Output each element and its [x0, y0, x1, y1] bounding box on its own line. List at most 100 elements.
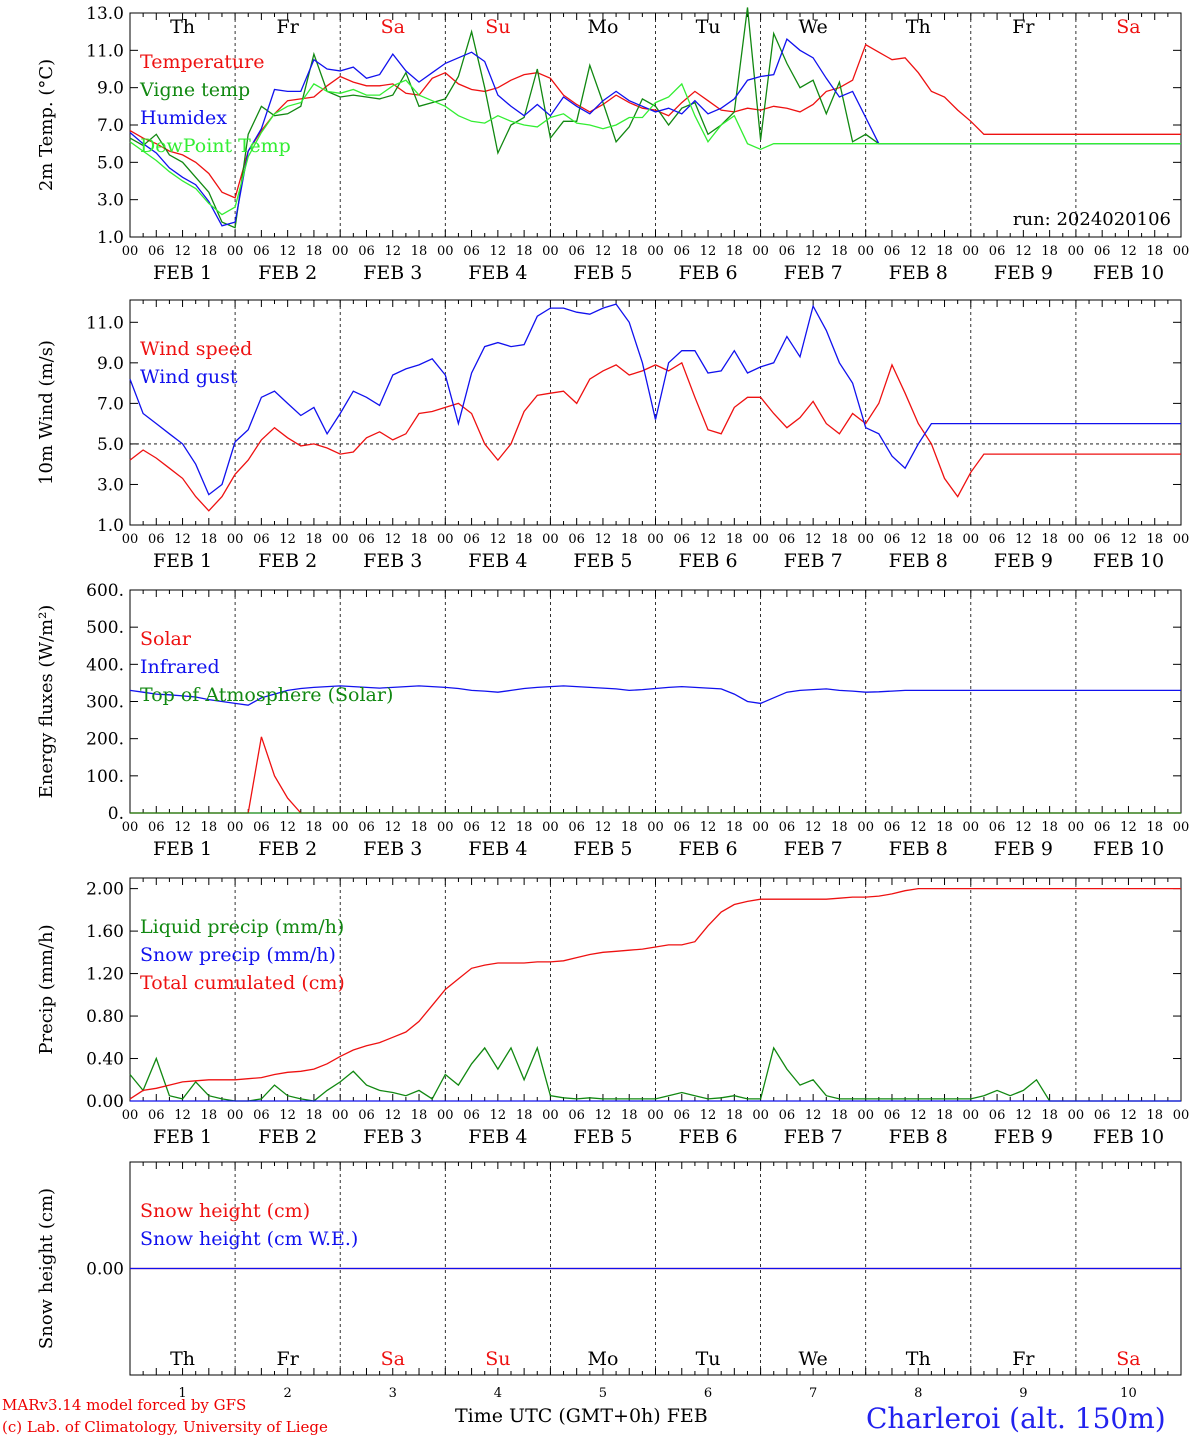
hour-tick-label: 06: [779, 1108, 796, 1123]
date-number-label: 7: [809, 1386, 817, 1400]
date-number-label: 5: [599, 1386, 607, 1400]
hour-tick-label: 00: [227, 244, 244, 259]
hour-tick-label: 06: [674, 244, 691, 259]
hour-tick-label: 18: [306, 244, 323, 259]
hour-tick-label: 00: [857, 244, 874, 259]
hour-tick-label: 18: [201, 244, 218, 259]
hour-tick-label: 00: [122, 1108, 139, 1123]
series-line-1-1: [129, 43, 1181, 199]
hour-tick-label: 12: [1120, 1108, 1137, 1123]
hour-tick-label: 12: [700, 244, 717, 259]
hour-tick-label: 12: [700, 1108, 717, 1123]
hour-tick-label: 06: [674, 532, 691, 547]
hour-tick-label: 00: [963, 532, 980, 547]
hour-tick-label: 12: [279, 820, 296, 835]
hour-tick-label: 00: [122, 820, 139, 835]
hour-tick-label: 06: [779, 820, 796, 835]
day-name-label: Fr: [277, 1348, 300, 1370]
hour-tick-label: 00: [963, 820, 980, 835]
hour-tick-label: 06: [989, 244, 1006, 259]
date-number-label: 6: [704, 1386, 712, 1400]
hour-tick-label: 12: [174, 244, 191, 259]
date-number-label: 9: [1019, 1386, 1027, 1400]
hour-tick-label: 18: [726, 532, 743, 547]
series-line-2-1: [129, 361, 1181, 512]
date-label: FEB 6: [678, 550, 737, 572]
hour-tick-label: 00: [542, 244, 559, 259]
panel-2: [129, 299, 1182, 526]
hour-tick-label: 00: [332, 244, 349, 259]
y-tick-label: 0.: [108, 804, 124, 824]
hour-tick-label: 12: [174, 1108, 191, 1123]
date-label: FEB 3: [363, 1126, 422, 1148]
date-label: FEB 4: [468, 1126, 527, 1148]
y-tick-label: 2.00: [86, 880, 124, 900]
hour-tick-label: 06: [568, 1108, 585, 1123]
date-label: FEB 1: [153, 838, 212, 860]
hour-tick-label: 18: [201, 820, 218, 835]
hour-tick-label: 12: [279, 532, 296, 547]
hour-tick-label: 12: [805, 244, 822, 259]
hour-tick-label: 12: [174, 820, 191, 835]
y-tick-label: 500.: [86, 618, 124, 638]
hour-tick-label: 12: [595, 532, 612, 547]
legend-entry: Wind speed: [140, 338, 252, 360]
hour-tick-label: 12: [384, 244, 401, 259]
hour-tick-label: 06: [568, 244, 585, 259]
day-name-label: We: [799, 1348, 828, 1370]
station-name: Charleroi (alt. 150m): [866, 1402, 1166, 1435]
date-number-label: 3: [389, 1386, 397, 1400]
hour-tick-label: 06: [463, 1108, 480, 1123]
hour-tick-label: 06: [463, 532, 480, 547]
hour-tick-label: 12: [805, 532, 822, 547]
hour-tick-label: 18: [516, 820, 533, 835]
hour-tick-label: 18: [831, 820, 848, 835]
legend-entry: Liquid precip (mm/h): [140, 916, 344, 938]
hour-tick-label: 06: [1094, 532, 1111, 547]
legend-entry: Total cumulated (cm): [140, 972, 345, 994]
hour-tick-label: 12: [1015, 532, 1032, 547]
day-name-label: Fr: [1012, 1348, 1035, 1370]
hour-tick-label: 00: [542, 1108, 559, 1123]
hour-tick-label: 06: [253, 820, 270, 835]
legend-entry: Snow precip (mm/h): [140, 944, 336, 966]
date-number-label: 4: [494, 1386, 502, 1400]
day-name-label: Fr: [277, 16, 300, 38]
hour-tick-label: 06: [1094, 244, 1111, 259]
legend-entry: Top of Atmosphere (Solar): [140, 684, 393, 706]
hour-tick-label: 12: [384, 1108, 401, 1123]
hour-tick-label: 06: [148, 244, 165, 259]
series-line-3-2: [129, 685, 1181, 706]
hour-tick-label: 18: [1146, 1108, 1163, 1123]
y-tick-label: 5.0: [97, 153, 124, 173]
hour-tick-label: 00: [227, 532, 244, 547]
series-line-4-3: [129, 887, 1181, 1100]
hour-tick-label: 06: [779, 244, 796, 259]
date-label: FEB 5: [573, 838, 632, 860]
y-tick-label: 9.0: [97, 79, 124, 99]
hour-tick-label: 00: [752, 820, 769, 835]
date-label: FEB 6: [678, 262, 737, 284]
date-label: FEB 8: [889, 1126, 948, 1148]
day-name-label: Su: [485, 1348, 510, 1370]
date-label: FEB 1: [153, 1126, 212, 1148]
plot-frame: [129, 12, 1182, 238]
hour-tick-label: 12: [490, 1108, 507, 1123]
hour-tick-label: 00: [1173, 244, 1190, 259]
hour-tick-label: 18: [936, 1108, 953, 1123]
hour-tick-label: 18: [726, 244, 743, 259]
date-number-label: 2: [284, 1386, 292, 1400]
hour-tick-label: 00: [647, 244, 664, 259]
date-label: FEB 2: [258, 550, 317, 572]
date-label: FEB 6: [678, 838, 737, 860]
date-label: FEB 4: [468, 838, 527, 860]
hour-tick-label: 00: [1173, 1108, 1190, 1123]
hour-tick-label: 00: [647, 532, 664, 547]
date-label: FEB 2: [258, 838, 317, 860]
day-name-label: Fr: [1012, 16, 1035, 38]
hour-tick-label: 12: [490, 244, 507, 259]
hour-tick-label: 06: [674, 820, 691, 835]
legend-entry: Vigne temp: [139, 79, 250, 101]
date-label: FEB 10: [1093, 838, 1164, 860]
hour-tick-label: 12: [595, 244, 612, 259]
